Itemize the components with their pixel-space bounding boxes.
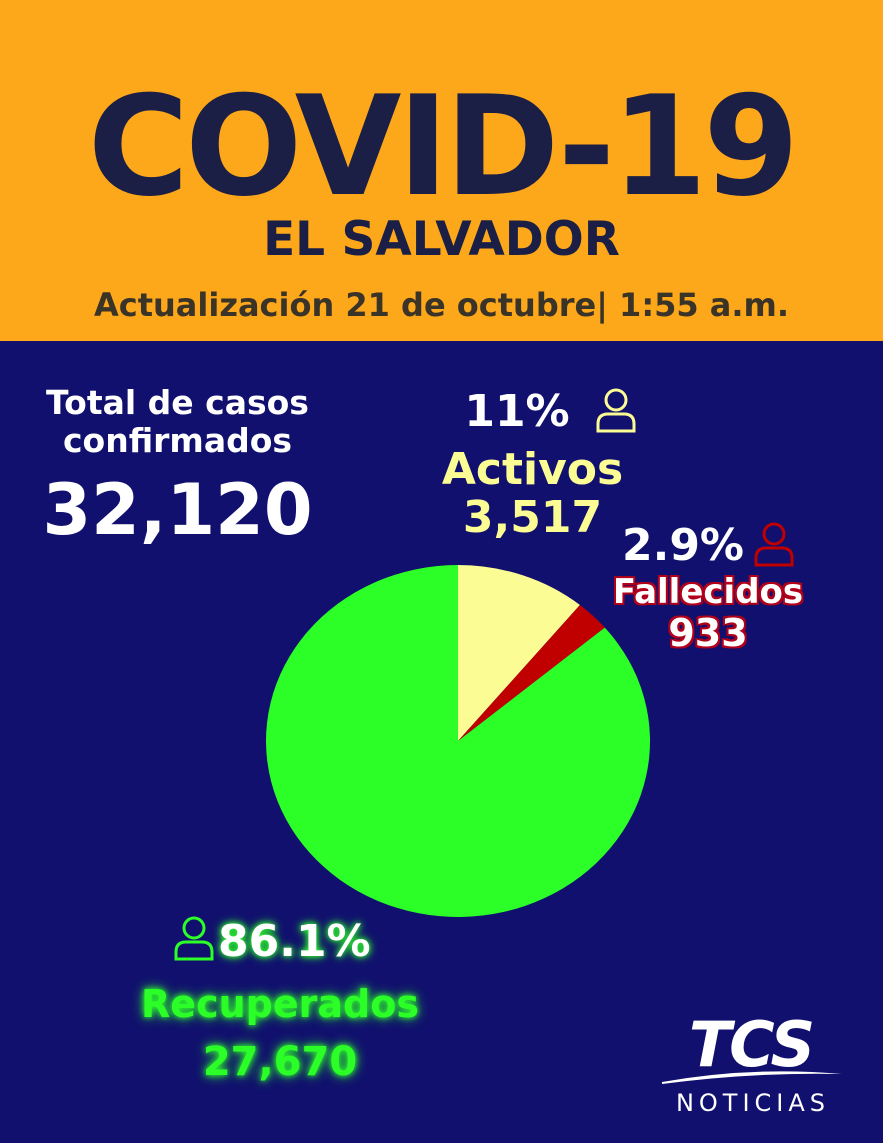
activos-value: 3,517 [462, 492, 603, 543]
pie-slice-activos [458, 565, 580, 741]
fallecidos-value: 933 [668, 611, 748, 655]
main-title: COVID-19 [87, 66, 799, 227]
country-subtitle: EL SALVADOR [263, 212, 620, 267]
recuperados-percent: 86.1% [218, 916, 371, 967]
tcs-logo: TCS [688, 1008, 815, 1081]
recuperados-label: Recuperados [141, 982, 419, 1026]
pie-chart [266, 565, 650, 917]
fallecidos-percent: 2.9% [621, 520, 745, 571]
total-cases-value: 32,120 [42, 469, 313, 551]
logo-swoosh [662, 1071, 842, 1084]
fallecidos-label: Fallecidos [612, 572, 804, 612]
update-timestamp: Actualización 21 de octubre| 1:55 a.m. [93, 286, 790, 324]
recuperados-value: 27,670 [202, 1039, 358, 1085]
pie-slice-fallecidos [458, 605, 605, 741]
total-cases-label: Total de casos confirmados [46, 383, 309, 460]
tcs-logo-subtitle: NOTICIAS [675, 1089, 831, 1117]
pie-slice-recuperados [266, 565, 650, 917]
activos-percent: 11% [464, 386, 570, 437]
recuperados-person-icon [174, 916, 214, 961]
activos-label: Activos [441, 444, 624, 495]
fallecidos-person-icon [754, 522, 794, 567]
header-banner: COVID-19 EL SALVADOR Actualización 21 de… [0, 0, 883, 341]
activos-person-icon [596, 388, 636, 433]
